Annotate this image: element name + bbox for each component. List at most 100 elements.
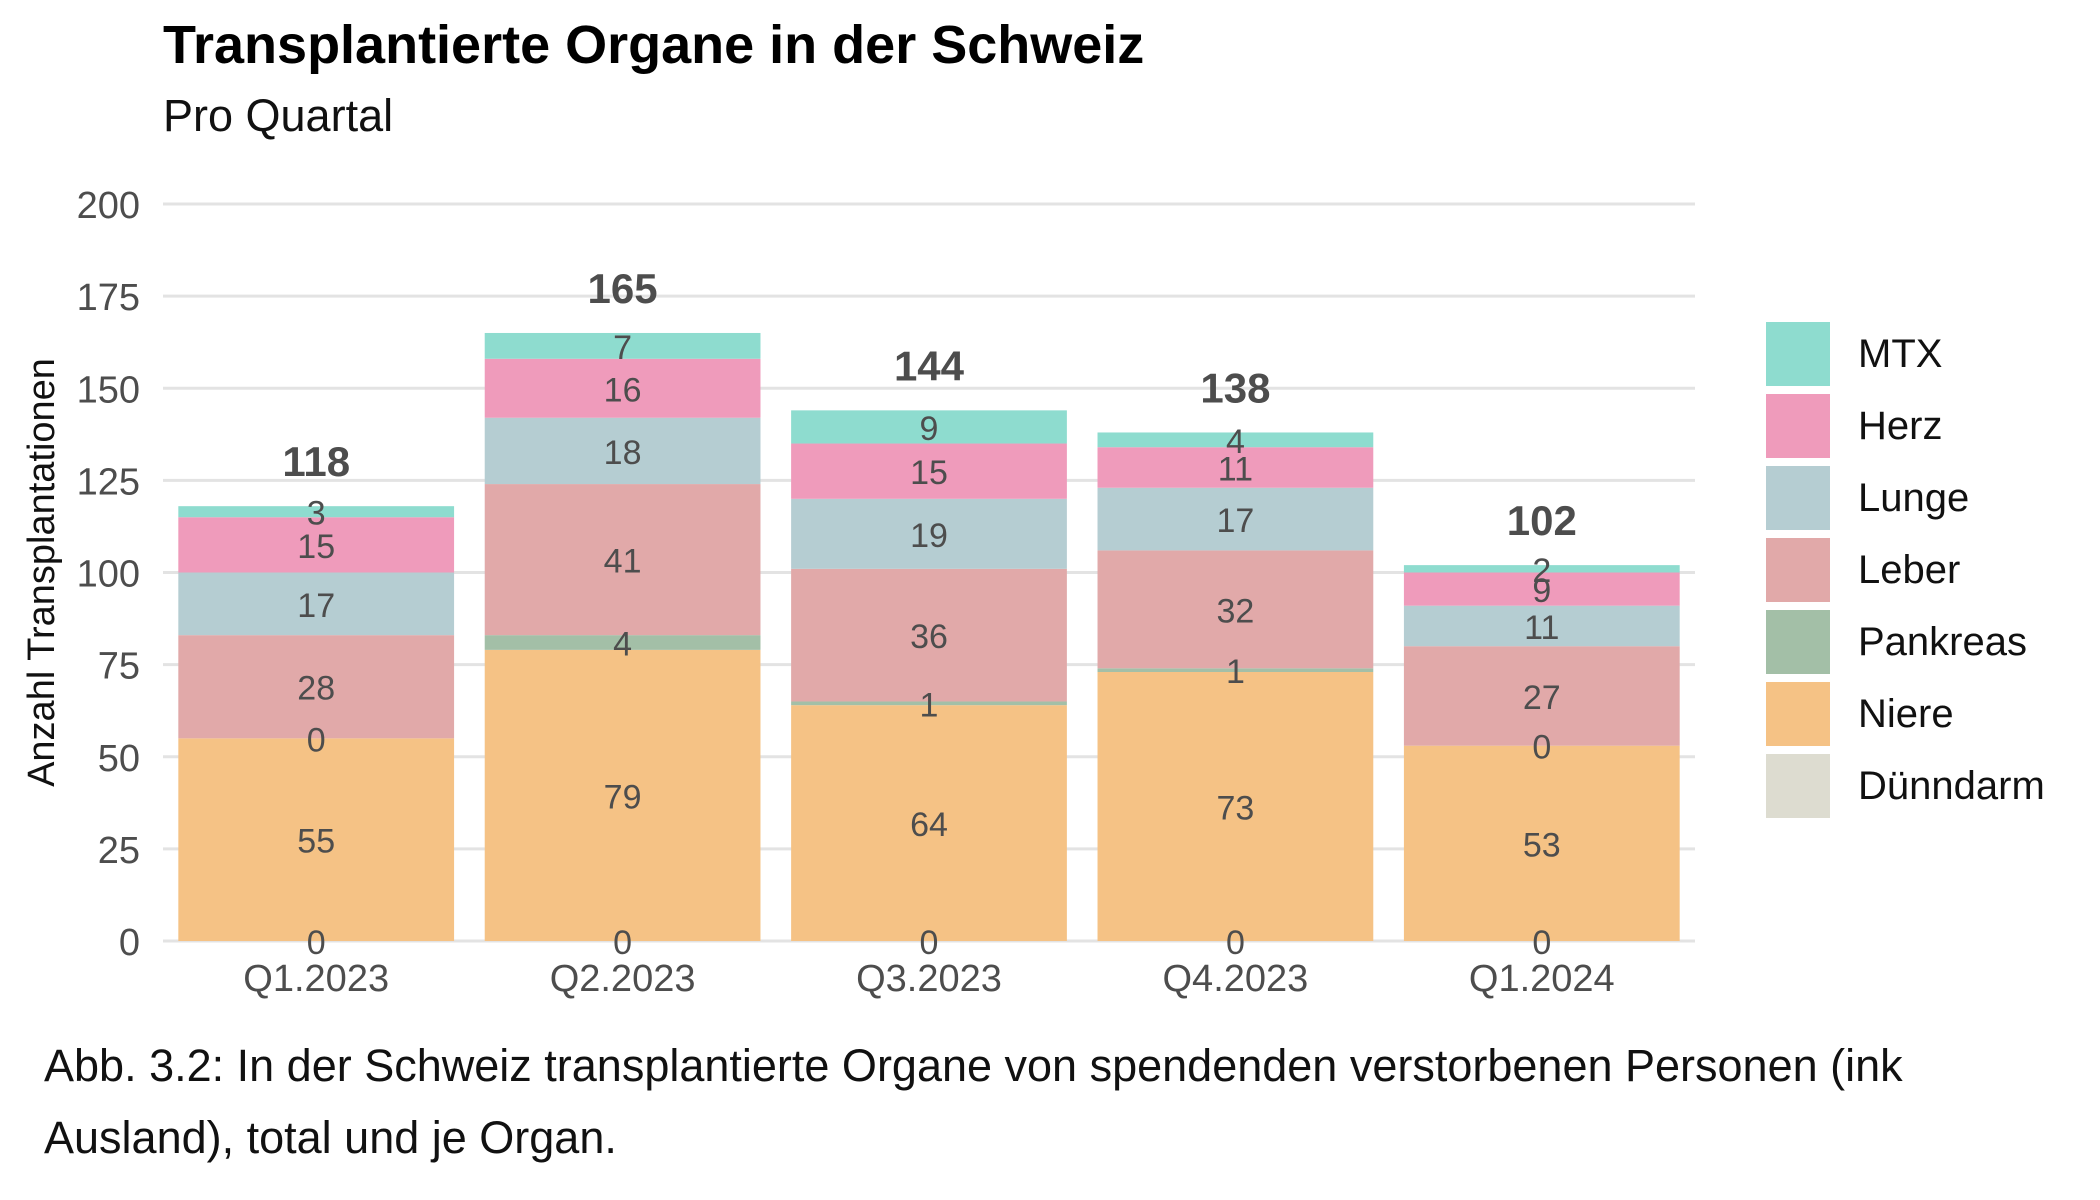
y-tick-label: 175 (77, 277, 140, 319)
segment-label: 0 (307, 721, 326, 759)
y-tick-label: 75 (98, 646, 140, 688)
bar-segment-mtx (484, 332, 761, 359)
bar-segment-niere (1097, 671, 1374, 941)
legend-swatch (1766, 682, 1830, 746)
x-tick-label: Q3.2023 (856, 958, 1002, 1000)
y-tick-label: 50 (98, 738, 140, 780)
bar-segment-herz (178, 517, 455, 573)
y-tick-label: 200 (77, 185, 140, 227)
segment-label: 16 (604, 371, 642, 409)
segment-label: 15 (910, 454, 948, 492)
bar-segment-mtx (1403, 565, 1680, 573)
segment-label: 64 (910, 806, 948, 844)
bar-segment-lunge (791, 498, 1067, 569)
bar-segment-niere (1403, 745, 1680, 941)
y-tick-label: 100 (77, 554, 140, 596)
bar-segment-pankreas (1097, 668, 1374, 672)
segment-labels: 0550281715311807944118167165064136191591… (282, 265, 1577, 962)
bar-segment-leber (1097, 550, 1374, 669)
legend-label: Niere (1858, 692, 1954, 736)
bar-segment-lunge (1403, 605, 1680, 647)
caption-line-2: Ausland), total und je Organ. (44, 1112, 617, 1163)
segment-label: 0 (307, 924, 326, 962)
bars (178, 332, 1680, 941)
bar-segment-mtx (1097, 432, 1374, 448)
bar-segment-niere (791, 705, 1067, 941)
legend-label: MTX (1858, 332, 1943, 376)
bar-segment-niere (484, 649, 761, 941)
segment-label: 55 (297, 823, 335, 861)
legend-item-lunge: Lunge (1766, 466, 2086, 538)
bar-segment-lunge (178, 572, 455, 636)
bar-segment-mtx (791, 410, 1067, 444)
stacked-bar-chart: 0550281715311807944118167165064136191591… (21, 185, 1695, 1000)
x-tick-label: Q4.2023 (1163, 958, 1309, 1000)
legend-label: Herz (1858, 404, 1943, 448)
segment-label: 7 (613, 329, 632, 367)
legend-item-niere: Niere (1766, 682, 2086, 754)
legend-label: Pankreas (1858, 620, 2027, 664)
bar-segment-lunge (484, 417, 761, 485)
total-label: 138 (1200, 364, 1270, 411)
segment-label: 0 (1532, 729, 1551, 767)
legend-label: Dünndarm (1858, 764, 2045, 808)
segment-label: 17 (297, 587, 335, 625)
y-axis-label: Anzahl Transplantationen (21, 358, 63, 787)
legend-item-herz: Herz (1766, 394, 2086, 466)
legend-label: Lunge (1858, 476, 1970, 520)
y-tick-label: 125 (77, 461, 140, 503)
segment-label: 15 (297, 528, 335, 566)
segment-label: 0 (613, 924, 632, 962)
segment-label: 11 (1218, 450, 1253, 488)
segment-label: 17 (1216, 502, 1254, 540)
bar-segment-pankreas (484, 635, 761, 650)
y-tick-label: 25 (98, 830, 140, 872)
segment-label: 4 (613, 626, 632, 664)
segment-label: 73 (1216, 789, 1254, 827)
bar-segment-mtx (178, 506, 455, 518)
total-label: 165 (588, 265, 658, 312)
bar-segment-leber (484, 484, 761, 636)
legend-item-pankreas: Pankreas (1766, 610, 2086, 682)
bar-segment-herz (484, 358, 761, 418)
bar-segment-herz (791, 443, 1067, 499)
legend-swatch (1766, 394, 1830, 458)
segment-label: 27 (1523, 679, 1561, 717)
x-tick-label: Q1.2023 (243, 958, 389, 1000)
segment-label: 1 (920, 686, 939, 724)
y-tick-label: 150 (77, 369, 140, 411)
segment-label: 11 (1524, 609, 1559, 647)
bar-segment-pankreas (791, 701, 1067, 706)
segment-label: 79 (604, 778, 642, 816)
segment-label: 19 (910, 517, 948, 555)
bar-segment-leber (791, 568, 1067, 702)
legend-item-dünndarm: Dünndarm (1766, 754, 2086, 826)
legend-swatch (1766, 538, 1830, 602)
total-label: 118 (282, 438, 350, 485)
segment-label: 41 (604, 543, 642, 581)
segment-label: 0 (1532, 924, 1551, 962)
segment-label: 1 (1226, 653, 1245, 691)
chart-subtitle: Pro Quartal (163, 90, 394, 141)
segment-label: 32 (1216, 592, 1254, 630)
segment-label: 18 (604, 434, 642, 472)
y-tick-label: 0 (119, 922, 140, 964)
bar-segment-herz (1097, 447, 1374, 488)
bar-segment-leber (1403, 646, 1680, 746)
x-tick-label: Q2.2023 (550, 958, 696, 1000)
total-label: 144 (894, 342, 965, 389)
segment-label: 9 (920, 410, 939, 448)
legend-item-leber: Leber (1766, 538, 2086, 610)
chart-title: Transplantierte Organe in der Schweiz (163, 15, 1145, 75)
segment-label: 28 (297, 670, 335, 708)
total-label: 102 (1507, 497, 1577, 544)
x-tick-label: Q1.2024 (1469, 958, 1615, 1000)
figure-caption: Abb. 3.2: In der Schweiz transplantierte… (44, 1030, 2100, 1174)
bar-segment-herz (1403, 572, 1680, 606)
bar-segment-lunge (1097, 487, 1374, 551)
segment-label: 53 (1523, 826, 1561, 864)
bar-segment-niere (178, 738, 455, 941)
caption-line-1: Abb. 3.2: In der Schweiz transplantierte… (44, 1040, 1903, 1091)
legend-swatch (1766, 322, 1830, 386)
